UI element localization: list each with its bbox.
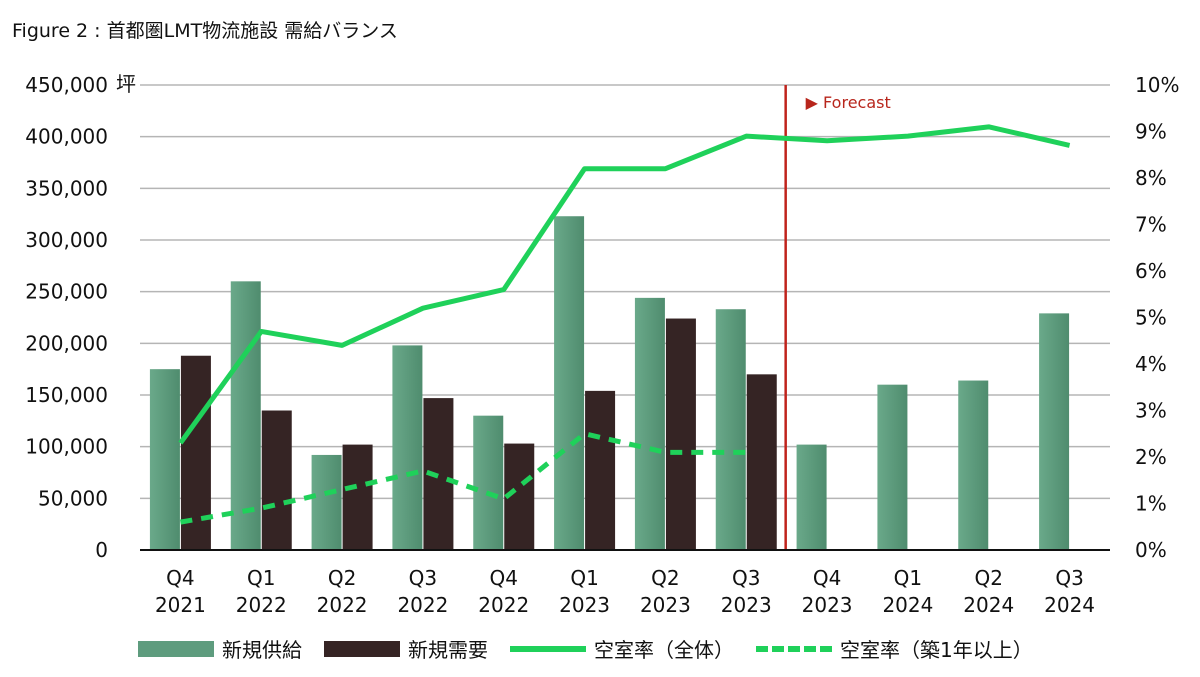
y-tick-label: 400,000: [25, 125, 108, 149]
legend-label: 新規供給: [222, 638, 302, 662]
bar-supply: [796, 444, 827, 550]
x-tick-label: Q4: [166, 566, 194, 590]
legend-swatch: [510, 645, 586, 652]
y-tick-label: 100,000: [25, 435, 108, 459]
y-tick-label: 350,000: [25, 176, 108, 200]
y2-tick-label: 4%: [1135, 352, 1167, 376]
bar-demand: [342, 444, 373, 550]
x-tick-label: 2024: [882, 593, 933, 617]
y2-tick-label: 1%: [1135, 492, 1167, 516]
y-tick-label: 300,000: [25, 228, 108, 252]
x-tick-label: Q3: [409, 566, 437, 590]
x-tick-label: 2023: [721, 593, 772, 617]
bar-supply: [473, 415, 504, 550]
vacancy-line-1yr: [179, 431, 747, 525]
bar-demand: [261, 410, 292, 550]
x-tick-label: Q1: [894, 566, 922, 590]
legend-item: 新規需要: [324, 634, 488, 663]
legend-label: 空室率（築1年以上）: [840, 638, 1033, 662]
y2-tick-label: 9%: [1135, 120, 1167, 144]
legend-label: 空室率（全体）: [594, 638, 734, 662]
y2-tick-label: 6%: [1135, 259, 1167, 283]
bar-demand: [665, 318, 696, 550]
chart-title: Figure 2 : 首都圏LMT物流施設 需給バランス: [12, 20, 398, 42]
bar-demand: [746, 374, 777, 550]
y2-tick-label: 3%: [1135, 399, 1167, 423]
x-tick-label: 2024: [963, 593, 1014, 617]
x-tick-label: 2023: [640, 593, 691, 617]
x-tick-label: Q2: [651, 566, 679, 590]
x-tick-label: Q2: [975, 566, 1003, 590]
y-tick-label: 250,000: [25, 280, 108, 304]
y2-tick-label: 0%: [1135, 538, 1167, 562]
bar-demand: [585, 390, 616, 550]
legend-item: 空室率（全体）: [510, 634, 734, 663]
x-tick-label: Q4: [813, 566, 841, 590]
legend-item: 新規供給: [138, 634, 302, 663]
x-tick-label: 2022: [397, 593, 448, 617]
x-tick-label: Q2: [328, 566, 356, 590]
legend-label: 新規需要: [408, 638, 488, 662]
legend: 新規供給 新規需要 空室率（全体） 空室率（築1年以上）: [138, 634, 1055, 663]
bar-supply: [554, 216, 585, 550]
legend-item: 空室率（築1年以上）: [756, 634, 1033, 663]
x-tick-label: 2022: [317, 593, 368, 617]
y-tick-label: 450,000: [25, 73, 108, 97]
y-tick-label: 150,000: [25, 383, 108, 407]
x-tick-label: Q1: [570, 566, 598, 590]
vacancy-line-total: [178, 124, 1071, 445]
forecast-label: ▶ Forecast: [806, 93, 891, 112]
y-tick-label: 0: [95, 538, 108, 562]
x-tick-label: 2023: [802, 593, 853, 617]
bar-supply: [877, 384, 908, 550]
bar-supply: [230, 281, 261, 550]
bar-supply: [715, 309, 746, 550]
x-tick-label: 2024: [1044, 593, 1095, 617]
bar-supply: [392, 345, 423, 550]
bar-supply: [311, 454, 342, 550]
y2-tick-label: 7%: [1135, 213, 1167, 237]
x-tick-label: 2022: [478, 593, 529, 617]
y-unit-label: 坪: [116, 72, 136, 96]
x-tick-label: 2023: [559, 593, 610, 617]
x-tick-label: 2021: [155, 593, 206, 617]
y2-tick-label: 5%: [1135, 306, 1167, 330]
x-tick-label: Q4: [490, 566, 518, 590]
bar-supply: [958, 380, 989, 550]
x-tick-label: Q1: [247, 566, 275, 590]
legend-swatch: [138, 640, 214, 657]
bar-supply: [634, 297, 665, 550]
y2-tick-label: 8%: [1135, 166, 1167, 190]
x-tick-label: 2022: [236, 593, 287, 617]
y-tick-label: 50,000: [38, 486, 108, 510]
x-tick-label: Q3: [732, 566, 760, 590]
bar-supply: [1039, 313, 1070, 550]
y2-tick-label: 10%: [1135, 73, 1179, 97]
legend-swatch: [324, 640, 400, 657]
legend-swatch: [756, 645, 832, 652]
y2-tick-label: 2%: [1135, 445, 1167, 469]
x-tick-label: Q3: [1055, 566, 1083, 590]
y-tick-label: 200,000: [25, 331, 108, 355]
bar-supply: [149, 369, 180, 550]
